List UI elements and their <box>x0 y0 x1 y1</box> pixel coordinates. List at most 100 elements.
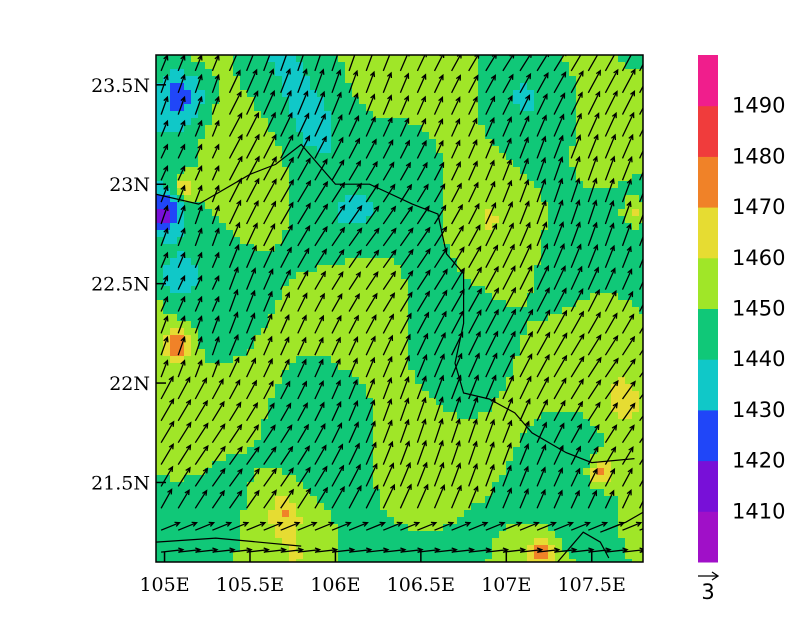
contour-cell <box>184 559 192 562</box>
contour-cell <box>611 307 619 315</box>
contour-cell <box>569 552 577 560</box>
contour-cell <box>240 153 248 161</box>
contour-cell <box>590 118 598 126</box>
contour-cell <box>387 272 395 280</box>
contour-cell <box>478 433 486 441</box>
contour-cell <box>450 132 458 140</box>
contour-cell <box>324 426 332 434</box>
contour-cell <box>499 398 507 406</box>
contour-cell <box>191 475 199 483</box>
contour-cell <box>569 188 577 196</box>
contour-cell <box>590 496 598 504</box>
contour-cell <box>275 391 283 399</box>
contour-cell <box>331 314 339 322</box>
contour-cell <box>541 307 549 315</box>
contour-cell <box>569 559 577 562</box>
contour-cell <box>191 496 199 504</box>
contour-cell <box>464 76 472 84</box>
contour-cell <box>296 398 304 406</box>
contour-cell <box>191 174 199 182</box>
contour-cell <box>191 342 199 350</box>
contour-cell <box>387 538 395 546</box>
contour-cell <box>604 195 612 203</box>
contour-cell <box>324 517 332 525</box>
contour-cell <box>450 496 458 504</box>
contour-cell <box>394 209 402 217</box>
contour-cell <box>394 342 402 350</box>
contour-cell <box>233 230 241 238</box>
contour-cell <box>576 62 584 70</box>
contour-cell <box>499 468 507 476</box>
contour-cell <box>156 62 164 70</box>
contour-cell <box>625 503 633 511</box>
contour-cell <box>569 118 577 126</box>
contour-cell <box>303 188 311 196</box>
contour-cell <box>268 104 276 112</box>
contour-cell <box>471 363 479 371</box>
contour-cell <box>471 83 479 91</box>
contour-cell <box>436 370 444 378</box>
contour-cell <box>583 174 591 182</box>
contour-cell <box>401 153 409 161</box>
contour-cell <box>583 545 591 553</box>
contour-cell <box>268 412 276 420</box>
contour-cell <box>422 181 430 189</box>
contour-cell <box>254 454 262 462</box>
contour-cell <box>618 132 626 140</box>
contour-cell <box>163 76 171 84</box>
contour-cell <box>254 475 262 483</box>
contour-cell <box>583 538 591 546</box>
contour-cell <box>478 293 486 301</box>
contour-cell <box>618 223 626 231</box>
contour-cell <box>471 531 479 539</box>
contour-cell <box>233 132 241 140</box>
contour-cell <box>205 384 213 392</box>
contour-cell <box>156 482 164 490</box>
contour-cell <box>254 300 262 308</box>
contour-cell <box>478 69 486 77</box>
contour-cell <box>506 475 514 483</box>
contour-cell <box>429 111 437 119</box>
contour-cell <box>177 195 185 203</box>
contour-cell <box>338 496 346 504</box>
contour-cell <box>492 104 500 112</box>
contour-cell <box>198 104 206 112</box>
contour-cell <box>303 321 311 329</box>
contour-cell <box>499 69 507 77</box>
contour-cell <box>212 272 220 280</box>
contour-cell <box>520 139 528 147</box>
contour-cell <box>177 76 185 84</box>
contour-cell <box>352 104 360 112</box>
contour-cell <box>177 153 185 161</box>
contour-cell <box>247 370 255 378</box>
contour-cell <box>345 363 353 371</box>
contour-cell <box>184 286 192 294</box>
contour-cell <box>583 237 591 245</box>
contour-cell <box>254 545 262 553</box>
contour-cell <box>219 181 227 189</box>
contour-cell <box>198 496 206 504</box>
contour-cell <box>464 370 472 378</box>
contour-cell <box>422 125 430 133</box>
contour-cell <box>464 335 472 343</box>
contour-cell <box>219 335 227 343</box>
contour-cell <box>156 517 164 525</box>
contour-cell <box>394 132 402 140</box>
contour-cell <box>352 412 360 420</box>
contour-cell <box>562 237 570 245</box>
contour-cell <box>359 265 367 273</box>
contour-cell <box>513 384 521 392</box>
contour-cell <box>296 461 304 469</box>
contour-cell <box>198 440 206 448</box>
contour-cell <box>212 377 220 385</box>
contour-cell <box>324 118 332 126</box>
contour-cell <box>268 111 276 119</box>
contour-cell <box>303 335 311 343</box>
contour-cell <box>282 377 290 385</box>
contour-cell <box>576 76 584 84</box>
contour-cell <box>464 328 472 336</box>
contour-cell <box>170 209 178 217</box>
contour-cell <box>429 559 437 562</box>
contour-cell <box>226 321 234 329</box>
contour-cell <box>492 419 500 427</box>
